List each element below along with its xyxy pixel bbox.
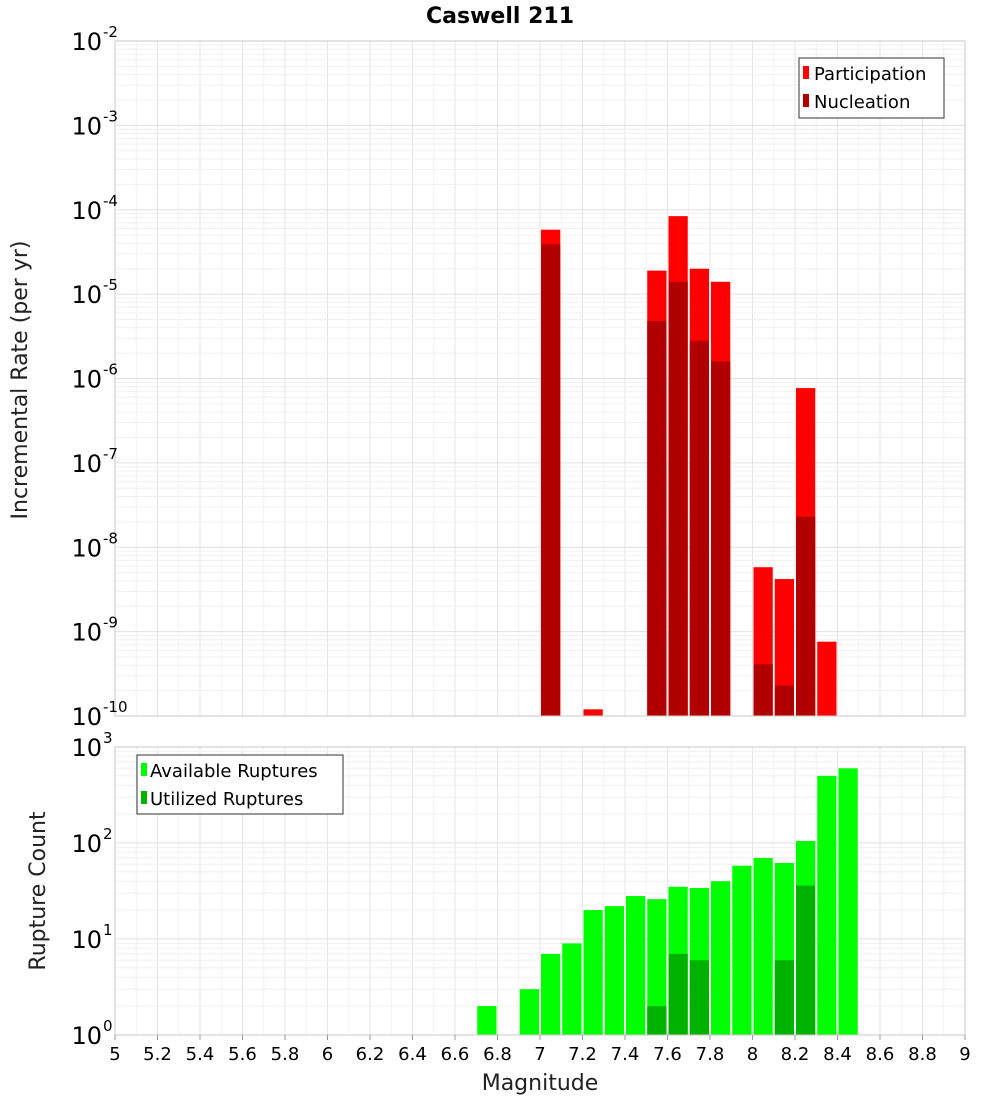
x-tick-label: 7.2 (568, 1044, 597, 1065)
utilized-ruptures-bar (647, 1006, 666, 1035)
rate-y-tick-exponent: -4 (103, 192, 118, 210)
x-tick-label: 6.6 (441, 1044, 470, 1065)
available-ruptures-bar (584, 910, 603, 1035)
x-tick-label: 5.2 (143, 1044, 172, 1065)
count-y-tick-label: 10 (71, 830, 102, 858)
nucleation-bar (541, 244, 560, 716)
rate-y-tick-label: 10 (71, 450, 102, 478)
count-y-tick-label: 10 (71, 926, 102, 954)
rate-y-tick-label: 10 (71, 619, 102, 647)
rate-y-tick-exponent: -5 (103, 276, 118, 294)
nucleation-bar (690, 341, 709, 716)
x-tick-label: 7.6 (653, 1044, 682, 1065)
available-ruptures-bar (839, 768, 858, 1035)
available-ruptures-bar (605, 906, 624, 1035)
x-tick-label: 7.8 (696, 1044, 725, 1065)
count-y-tick-exponent: 0 (103, 1017, 113, 1035)
rate-y-tick-exponent: -8 (103, 529, 118, 547)
x-tick-label: 6.8 (483, 1044, 512, 1065)
x-tick-label: 5.4 (186, 1044, 215, 1065)
nucleation-bar (669, 282, 688, 716)
nucleation-bar (647, 321, 666, 716)
nucleation-bar (796, 517, 815, 716)
nucleation-bar (754, 664, 773, 716)
available-ruptures-bar (562, 943, 581, 1035)
count-legend: Available Ruptures Utilized Ruptures (137, 755, 343, 814)
utilized-ruptures-bar (775, 960, 794, 1035)
rate-grid (115, 41, 965, 716)
x-tick-label: 8.6 (866, 1044, 895, 1065)
available-ruptures-bar (541, 954, 560, 1035)
available-legend-label: Available Ruptures (150, 761, 318, 782)
rate-y-tick-exponent: -6 (103, 361, 118, 379)
nucleation-legend-swatch (803, 94, 809, 107)
available-legend-swatch (141, 763, 147, 776)
x-tick-label: 8 (747, 1044, 758, 1065)
rate-y-tick-label: 10 (71, 281, 102, 309)
participation-legend-label: Participation (814, 64, 926, 85)
chart-title: Caswell 211 (426, 4, 574, 29)
rate-y-tick-label: 10 (71, 703, 102, 731)
x-tick-label: 8.2 (781, 1044, 810, 1065)
utilized-legend-label: Utilized Ruptures (150, 789, 303, 810)
rate-y-tick-exponent: -2 (103, 23, 118, 41)
nucleation-bar (775, 685, 794, 716)
participation-legend-swatch (803, 66, 809, 79)
rate-legend: Participation Nucleation (799, 58, 944, 118)
rate-y-tick-exponent: -3 (103, 107, 118, 125)
count-y-axis-label: Rupture Count (26, 811, 51, 971)
x-tick-label: 7.4 (611, 1044, 640, 1065)
x-tick-label: 6.2 (356, 1044, 385, 1065)
nucleation-bar (711, 361, 730, 716)
rate-y-tick-label: 10 (71, 534, 102, 562)
available-ruptures-bar (477, 1006, 496, 1035)
available-ruptures-bar (754, 858, 773, 1035)
available-ruptures-bar (732, 866, 751, 1035)
available-ruptures-bar (817, 776, 836, 1035)
chart: Caswell 211 10-210-310-410-510-610-710-8… (0, 0, 1000, 1100)
x-tick-label: 5.8 (271, 1044, 300, 1065)
rate-y-tick-label: 10 (71, 28, 102, 56)
available-ruptures-bar (520, 989, 539, 1035)
rate-y-tick-label: 10 (71, 366, 102, 394)
rate-y-tick-label: 10 (71, 197, 102, 225)
x-tick-label: 9 (959, 1044, 970, 1065)
x-tick-label: 8.8 (908, 1044, 937, 1065)
utilized-legend-swatch (141, 791, 147, 804)
participation-bar (817, 642, 836, 716)
count-y-tick-exponent: 1 (103, 921, 113, 939)
x-tick-label: 7 (534, 1044, 545, 1065)
x-tick-label: 5.6 (228, 1044, 257, 1065)
x-tick-label: 6.4 (398, 1044, 427, 1065)
rate-y-axis-label: Incremental Rate (per yr) (8, 241, 33, 520)
rate-y-tick-exponent: -10 (103, 698, 128, 716)
participation-bar (584, 709, 603, 716)
rate-panel: 10-210-310-410-510-610-710-810-910-10 In… (8, 23, 965, 731)
x-axis-label: Magnitude (482, 1071, 599, 1096)
x-tick-label: 6 (322, 1044, 333, 1065)
count-y-tick-label: 10 (71, 1022, 102, 1050)
available-ruptures-bar (711, 881, 730, 1035)
x-tick-label: 5 (109, 1044, 120, 1065)
count-y-tick-label: 10 (71, 734, 102, 762)
utilized-ruptures-bar (690, 960, 709, 1035)
rate-y-tick-label: 10 (71, 112, 102, 140)
x-tick-label: 8.4 (823, 1044, 852, 1065)
utilized-ruptures-bar (669, 954, 688, 1035)
rate-y-tick-exponent: -7 (103, 445, 118, 463)
nucleation-legend-label: Nucleation (814, 92, 910, 113)
available-ruptures-bar (626, 896, 645, 1035)
rate-y-tick-exponent: -9 (103, 614, 118, 632)
count-y-tick-exponent: 2 (103, 825, 113, 843)
count-y-tick-exponent: 3 (103, 729, 113, 747)
x-axis-ticks: 5 5.2 5.4 5.6 5.8 6 6.2 6.4 6.6 6.8 7 7.2 7.4 7.6 7.8 8… (109, 1035, 970, 1065)
utilized-ruptures-bar (796, 886, 815, 1035)
